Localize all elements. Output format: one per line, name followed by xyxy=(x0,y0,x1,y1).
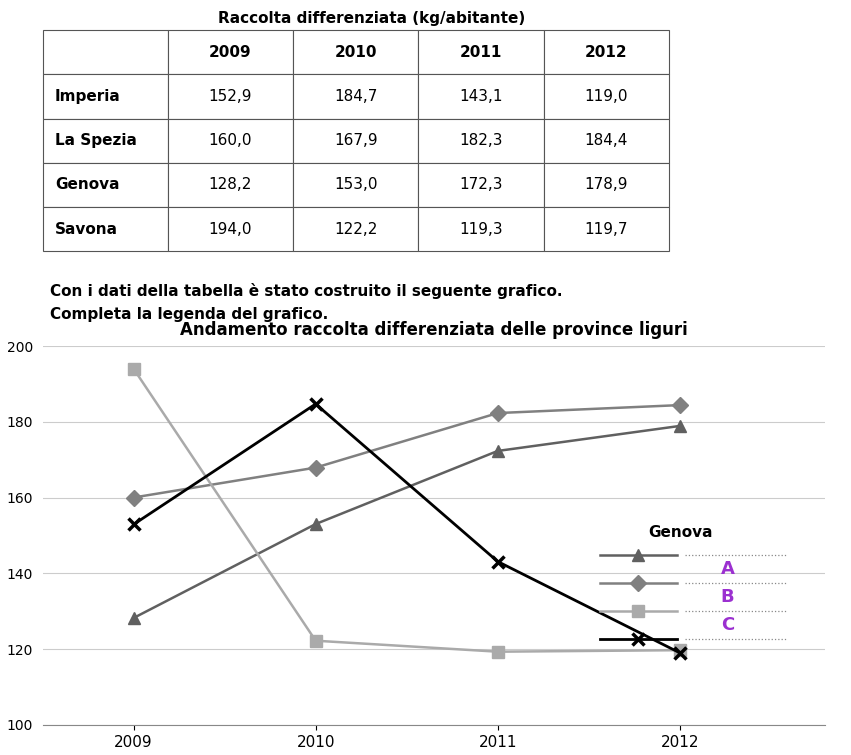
Text: B: B xyxy=(721,588,734,606)
Text: A: A xyxy=(721,560,734,578)
Text: Raccolta differenziata (kg/abitante): Raccolta differenziata (kg/abitante) xyxy=(218,11,525,26)
Text: Con i dati della tabella è stato costruito il seguente grafico.: Con i dati della tabella è stato costrui… xyxy=(50,283,563,300)
Text: Genova: Genova xyxy=(648,525,713,540)
Title: Andamento raccolta differenziata delle province liguri: Andamento raccolta differenziata delle p… xyxy=(180,321,688,339)
Text: C: C xyxy=(721,616,734,634)
Text: Completa la legenda del grafico.: Completa la legenda del grafico. xyxy=(50,307,328,322)
